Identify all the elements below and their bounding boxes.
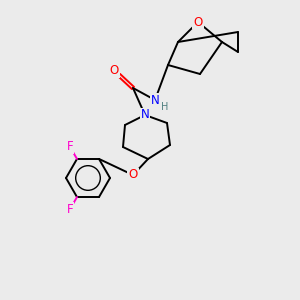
Text: N: N: [151, 94, 159, 106]
Text: O: O: [110, 64, 118, 77]
Text: O: O: [128, 169, 138, 182]
Text: H: H: [161, 102, 169, 112]
Text: O: O: [194, 16, 202, 28]
Text: F: F: [67, 140, 73, 153]
Text: F: F: [67, 203, 73, 216]
Text: N: N: [141, 109, 149, 122]
